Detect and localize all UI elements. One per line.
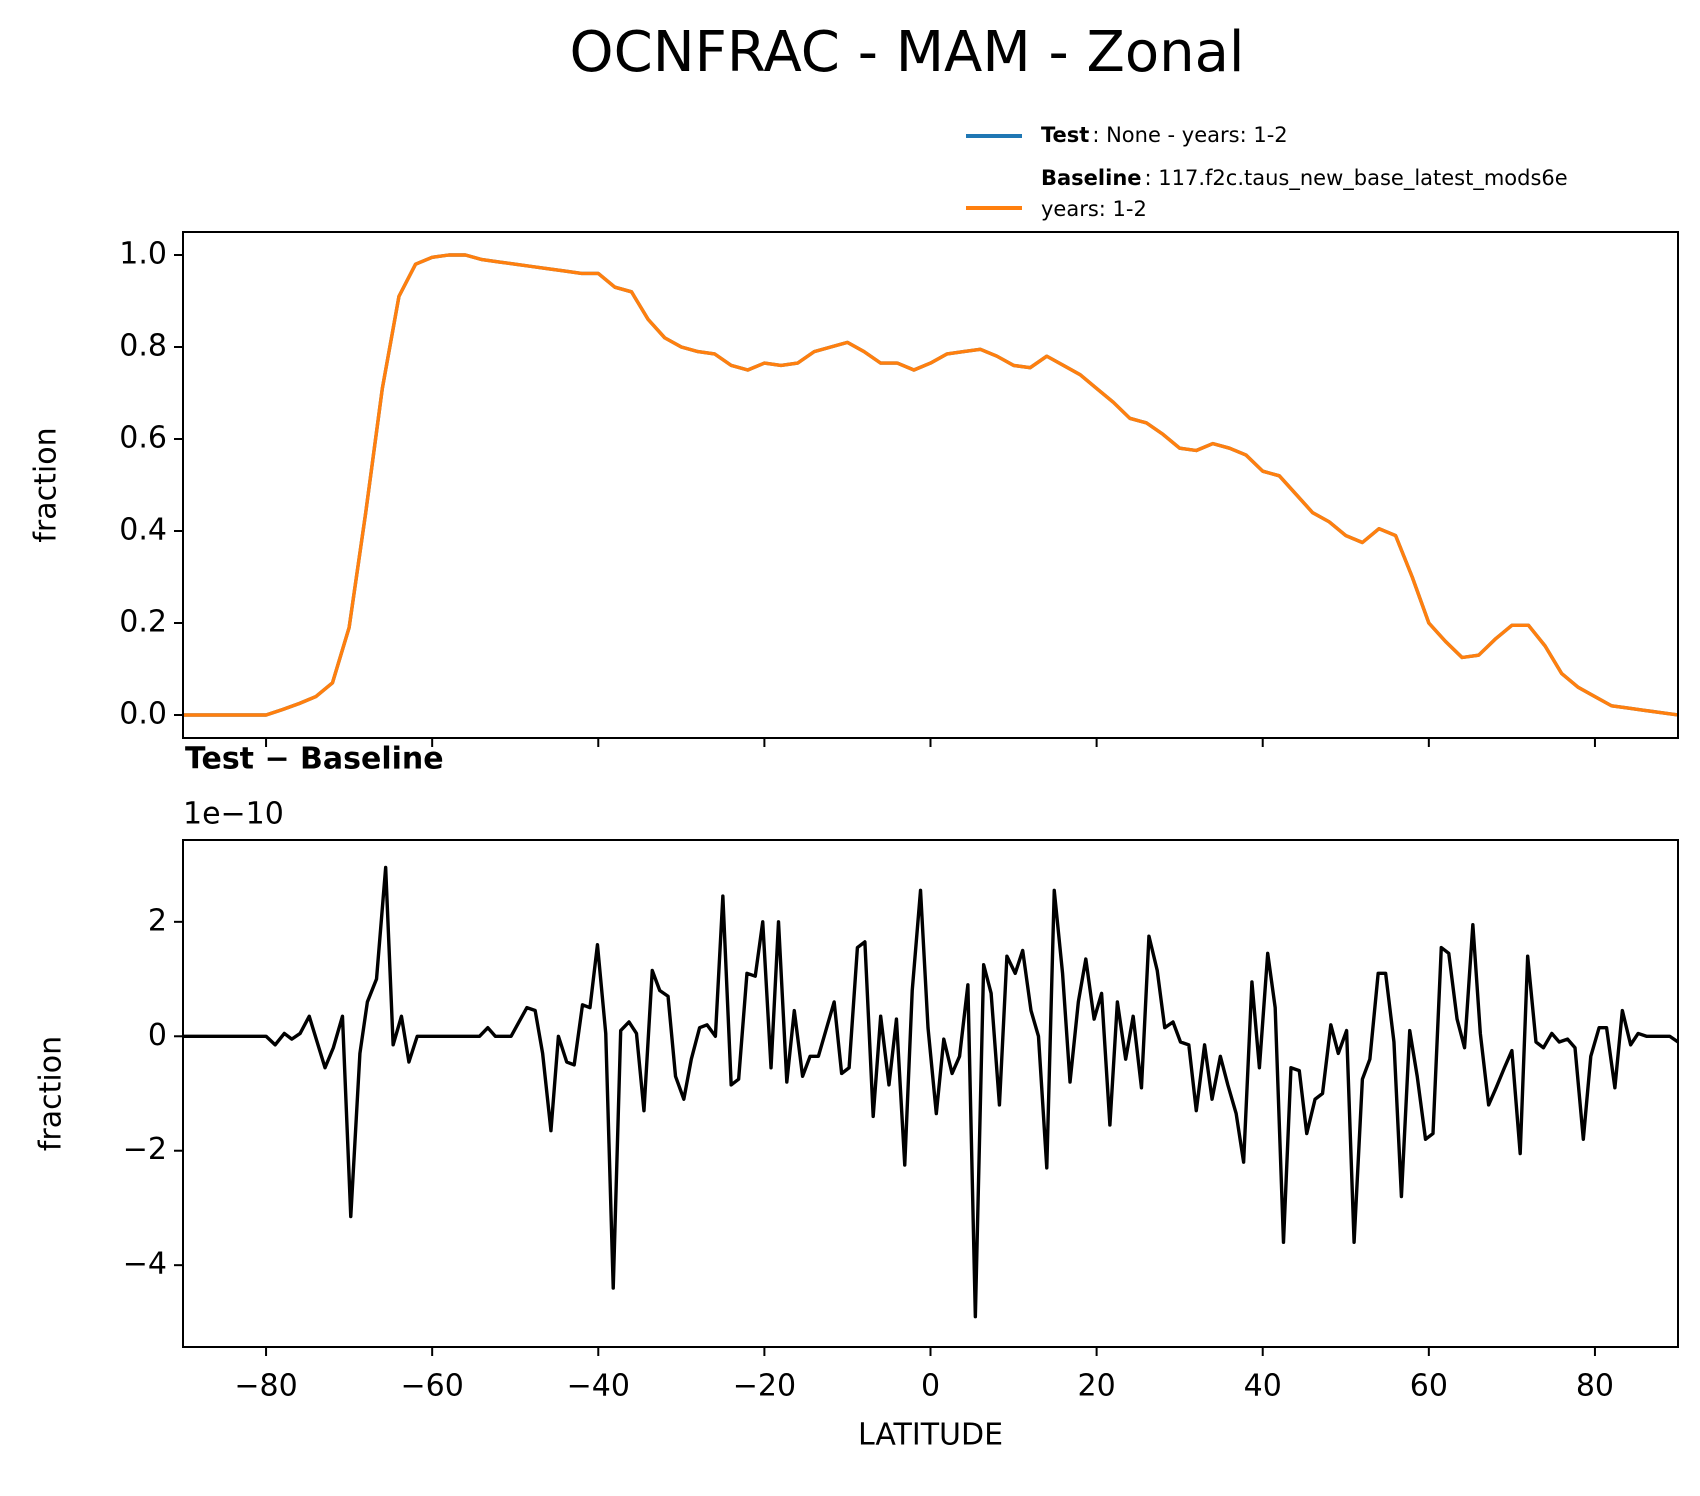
x-tick-label: 40 xyxy=(1244,1369,1282,1404)
y-axis-label: fraction xyxy=(29,427,64,542)
y-tick-label: 0.8 xyxy=(119,329,167,364)
x-tick-label: −80 xyxy=(234,1369,297,1404)
x-tick-label: 80 xyxy=(1576,1369,1614,1404)
x-tick-label: 0 xyxy=(921,1369,940,1404)
legend-label: Test: None - years: 1-2 xyxy=(1041,123,1288,147)
y-tick-label: 0 xyxy=(148,1018,167,1053)
x-tick-label: 60 xyxy=(1410,1369,1448,1404)
y-tick-label: 0.4 xyxy=(119,513,167,548)
x-tick-label: −20 xyxy=(733,1369,796,1404)
series-line xyxy=(183,253,1678,717)
axes-frame xyxy=(182,231,1679,739)
figure-title: OCNFRAC - MAM - Zonal xyxy=(570,20,1245,85)
legend-name: Test xyxy=(1041,123,1089,147)
legend-text: years: 1-2 xyxy=(1041,197,1147,221)
y-axis-label: fraction xyxy=(34,1036,69,1151)
y-tick-label: 0.2 xyxy=(119,605,167,640)
y-tick-label: −4 xyxy=(123,1247,167,1282)
legend-text: : 117.f2c.taus_new_base_latest_mods6e xyxy=(1145,166,1568,191)
x-axis-label: LATITUDE xyxy=(858,1418,1003,1453)
legend-label: Baseline: 117.f2c.taus_new_base_latest_m… xyxy=(1041,166,1568,191)
legend-name: Baseline xyxy=(1041,166,1142,190)
x-tick-label: 20 xyxy=(1078,1369,1116,1404)
y-tick-label: 0.6 xyxy=(119,421,167,456)
y-tick-label: 1.0 xyxy=(119,237,167,272)
x-tick-label: −40 xyxy=(567,1369,630,1404)
subplot-title: Test − Baseline xyxy=(185,742,444,777)
y-tick-label: 2 xyxy=(148,903,167,938)
legend-text: : None - years: 1-2 xyxy=(1092,123,1287,147)
x-tick-label: −60 xyxy=(401,1369,464,1404)
offset-label: 1e−10 xyxy=(183,797,284,832)
y-tick-label: 0.0 xyxy=(119,697,167,732)
y-tick-label: −2 xyxy=(123,1132,167,1167)
axes-frame xyxy=(182,839,1679,1348)
series-line xyxy=(183,253,1678,717)
series-line xyxy=(183,865,1678,1319)
